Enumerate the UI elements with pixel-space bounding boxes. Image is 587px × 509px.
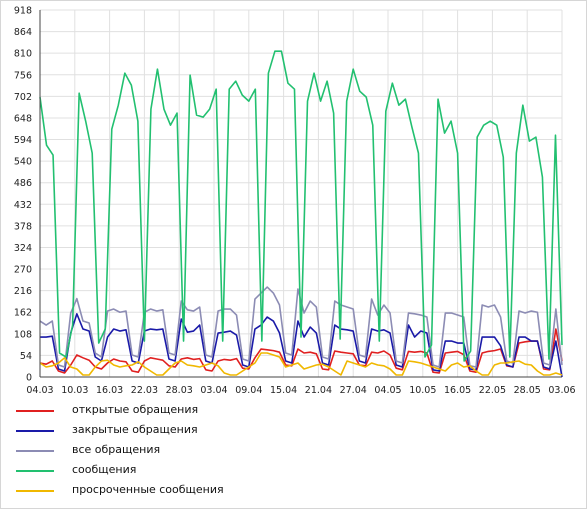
series-lines — [39, 50, 563, 378]
series-line-0 — [39, 328, 563, 374]
series-line-3 — [39, 50, 563, 362]
legend-swatch — [16, 430, 54, 432]
y-tick-label: 918 — [14, 6, 32, 17]
y-tick-label: 864 — [14, 27, 32, 38]
y-tick-label: 324 — [14, 243, 32, 254]
x-tick-label: 04.05 — [374, 385, 401, 396]
y-tick-label: 702 — [14, 92, 32, 103]
series-line-2 — [39, 286, 563, 368]
y-tick-label: 810 — [14, 49, 32, 60]
y-tick-label: 216 — [14, 286, 32, 297]
line-chart: 0 54 108 162 216 270 324 378 432 486 540 594 648 702 7… — [14, 6, 576, 397]
y-tick-label: 648 — [14, 113, 32, 124]
legend-swatch — [16, 490, 54, 492]
x-axis-ticks: 04.03 10.03 16.03 22.03 28.03 03.04 09.04 15.04… — [26, 385, 575, 396]
x-tick-label: 10.05 — [409, 385, 436, 396]
y-tick-label: 108 — [14, 329, 32, 340]
y-tick-label: 54 — [20, 351, 32, 362]
x-tick-label: 16.05 — [444, 385, 471, 396]
y-tick-label: 540 — [14, 157, 32, 168]
legend-label: открытые обращения — [72, 403, 199, 416]
y-tick-label: 432 — [14, 200, 32, 211]
series-line-4 — [39, 352, 563, 376]
y-tick-label: 378 — [14, 221, 32, 232]
x-tick-label: 03.06 — [548, 385, 575, 396]
y-tick-label: 162 — [14, 308, 32, 319]
y-tick-label: 594 — [14, 135, 32, 146]
y-axis-ticks: 0 54 108 162 216 270 324 378 432 486 540 594 648 702 7… — [14, 6, 32, 384]
legend-swatch — [16, 470, 54, 472]
x-tick-label: 03.04 — [200, 385, 227, 396]
legend-label: все обращения — [72, 443, 161, 456]
legend-label: просроченные сообщения — [72, 483, 224, 496]
y-tick-label: 486 — [14, 178, 32, 189]
y-tick-label: 270 — [14, 265, 32, 276]
x-tick-label: 09.04 — [235, 385, 262, 396]
legend-label: сообщения — [72, 463, 137, 476]
legend-swatch — [16, 450, 54, 452]
legend-swatch — [16, 410, 54, 412]
y-tick-label: 756 — [14, 70, 32, 81]
x-tick-label: 27.04 — [340, 385, 367, 396]
x-tick-label: 15.04 — [270, 385, 297, 396]
y-tick-label: 0 — [26, 373, 32, 384]
x-tick-label: 21.04 — [305, 385, 332, 396]
x-tick-label: 22.05 — [479, 385, 506, 396]
x-tick-label: 22.03 — [131, 385, 158, 396]
x-tick-label: 28.03 — [166, 385, 193, 396]
x-tick-label: 16.03 — [96, 385, 123, 396]
x-tick-label: 04.03 — [26, 385, 53, 396]
x-tick-label: 28.05 — [514, 385, 541, 396]
legend-label: закрытые обращения — [72, 423, 198, 436]
x-tick-label: 10.03 — [61, 385, 88, 396]
